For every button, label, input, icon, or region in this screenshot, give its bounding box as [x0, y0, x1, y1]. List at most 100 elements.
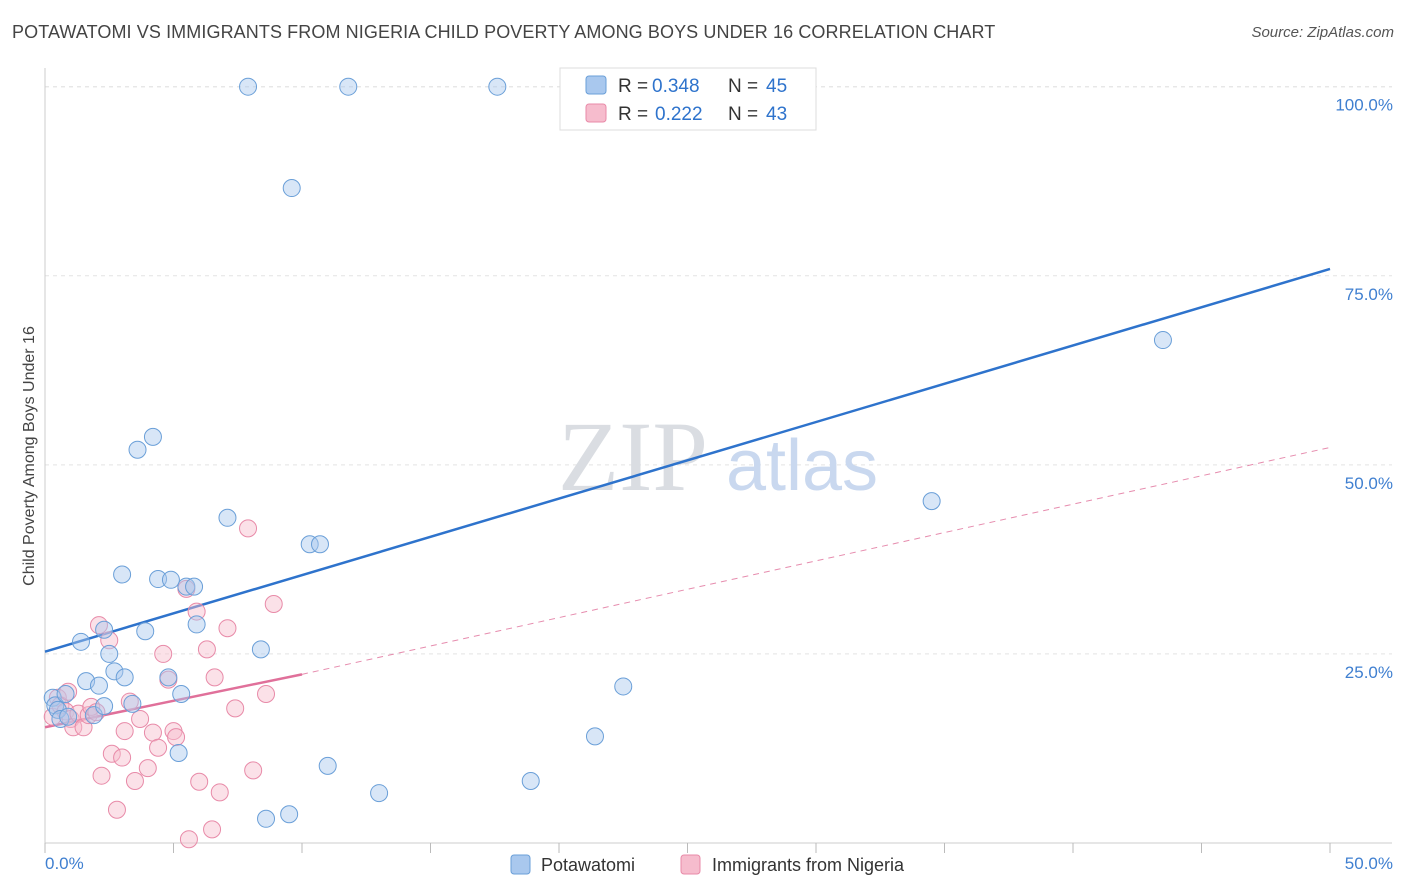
data-point-potawatomi	[71, 632, 90, 651]
data-point-potawatomi	[282, 179, 301, 198]
trendline-potawatomi	[44, 267, 1331, 653]
data-point-potawatomi	[585, 727, 604, 746]
y-tick-label: 25.0%	[1345, 663, 1393, 682]
data-point-nigeria	[107, 800, 126, 819]
data-point-potawatomi	[185, 577, 204, 596]
data-point-potawatomi	[128, 440, 147, 459]
stats-legend: R = 0.348 N = 45 R = 0.222 N = 43	[559, 67, 817, 131]
data-point-potawatomi	[161, 570, 180, 589]
data-point-nigeria	[59, 682, 78, 701]
data-point-potawatomi	[488, 77, 507, 96]
data-point-nigeria	[226, 699, 245, 718]
data-point-potawatomi	[84, 706, 103, 725]
data-point-nigeria	[179, 830, 198, 849]
data-point-potawatomi	[59, 707, 78, 726]
gridlines	[45, 86, 1392, 655]
data-point-potawatomi	[257, 809, 276, 828]
data-point-potawatomi	[370, 784, 389, 803]
data-point-nigeria	[167, 728, 186, 747]
data-point-nigeria	[264, 595, 283, 614]
data-point-nigeria	[190, 772, 209, 791]
data-point-potawatomi	[172, 685, 191, 704]
x-tick-label-min: 0.0%	[45, 854, 84, 873]
data-point-nigeria	[257, 685, 276, 704]
legend-n-value-2: 43	[766, 104, 787, 125]
data-point-nigeria	[239, 519, 258, 538]
data-point-nigeria	[74, 718, 93, 737]
data-point-nigeria	[131, 709, 150, 728]
data-point-nigeria	[203, 820, 222, 839]
data-point-potawatomi	[300, 535, 319, 554]
data-point-potawatomi	[159, 668, 178, 687]
data-point-potawatomi	[100, 644, 119, 663]
y-tick-label: 50.0%	[1345, 474, 1393, 493]
legend-n-label-1: N =	[728, 76, 758, 97]
watermark: ZIP atlas	[558, 401, 878, 512]
data-point-potawatomi	[280, 805, 299, 824]
data-point-potawatomi	[105, 662, 124, 681]
legend-n-value-1: 45	[766, 76, 787, 97]
y-tick-label: 75.0%	[1345, 285, 1393, 304]
axes	[44, 68, 1392, 844]
data-point-potawatomi	[177, 577, 196, 596]
data-point-nigeria	[210, 783, 229, 802]
legend-r-value-2: 0.222	[655, 104, 703, 125]
source-label: Source: ZipAtlas.com	[1251, 24, 1394, 41]
data-point-potawatomi	[239, 77, 258, 96]
data-point-nigeria	[125, 771, 144, 790]
data-point-potawatomi	[251, 640, 270, 659]
data-point-potawatomi	[187, 615, 206, 634]
watermark-zip: ZIP	[558, 401, 708, 512]
data-point-nigeria	[115, 722, 134, 741]
x-tick-label-max: 50.0%	[1345, 854, 1393, 873]
data-point-nigeria	[143, 723, 162, 742]
y-axis-label: Child Poverty Among Boys Under 16	[21, 326, 38, 586]
data-point-potawatomi	[95, 620, 114, 639]
x-ticks	[44, 843, 1331, 853]
data-point-potawatomi	[1153, 331, 1172, 350]
data-point-nigeria	[154, 644, 173, 663]
data-point-nigeria	[102, 744, 121, 763]
data-points	[43, 77, 1172, 849]
data-point-potawatomi	[136, 622, 155, 641]
y-tick-label: 100.0%	[1335, 96, 1393, 115]
data-point-potawatomi	[922, 492, 941, 511]
legend-r-value-1: 0.348	[652, 76, 700, 97]
data-point-potawatomi	[149, 570, 168, 589]
y-tick-labels: 25.0% 50.0% 75.0% 100.0%	[1335, 96, 1393, 682]
data-point-potawatomi	[115, 668, 134, 687]
data-point-nigeria	[187, 602, 206, 621]
data-point-nigeria	[205, 668, 224, 687]
bottom-legend-swatch-nigeria	[680, 854, 701, 875]
trend-lines	[44, 267, 1331, 729]
data-point-potawatomi	[521, 771, 540, 790]
legend-r-label-1: R =	[618, 76, 648, 97]
legend-n-label-2: N =	[728, 104, 758, 125]
bottom-legend-label-nigeria: Immigrants from Nigeria	[712, 855, 905, 875]
data-point-potawatomi	[169, 743, 188, 762]
data-point-potawatomi	[310, 535, 329, 554]
data-point-nigeria	[120, 692, 139, 711]
data-point-nigeria	[113, 748, 132, 767]
data-point-potawatomi	[95, 697, 114, 716]
bottom-legend-label-potawatomi: Potawatomi	[541, 855, 635, 875]
data-point-potawatomi	[218, 508, 237, 527]
data-point-nigeria	[197, 640, 216, 659]
data-point-potawatomi	[339, 77, 358, 96]
data-point-potawatomi	[318, 756, 337, 775]
trendline-nigeria	[44, 673, 303, 729]
watermark-atlas: atlas	[726, 426, 878, 506]
data-point-nigeria	[92, 766, 111, 785]
chart-title: POTAWATOMI VS IMMIGRANTS FROM NIGERIA CH…	[12, 22, 996, 42]
bottom-legend-swatch-potawatomi	[510, 854, 531, 875]
data-point-potawatomi	[123, 694, 142, 713]
data-point-nigeria	[100, 631, 119, 650]
legend-r-label-2: R =	[618, 104, 648, 125]
series-legend: Potawatomi Immigrants from Nigeria	[510, 854, 905, 875]
data-point-nigeria	[138, 759, 157, 778]
legend-swatch-nigeria	[585, 103, 607, 123]
data-point-nigeria	[64, 718, 83, 737]
data-point-potawatomi	[56, 685, 75, 704]
data-point-potawatomi	[113, 565, 132, 584]
